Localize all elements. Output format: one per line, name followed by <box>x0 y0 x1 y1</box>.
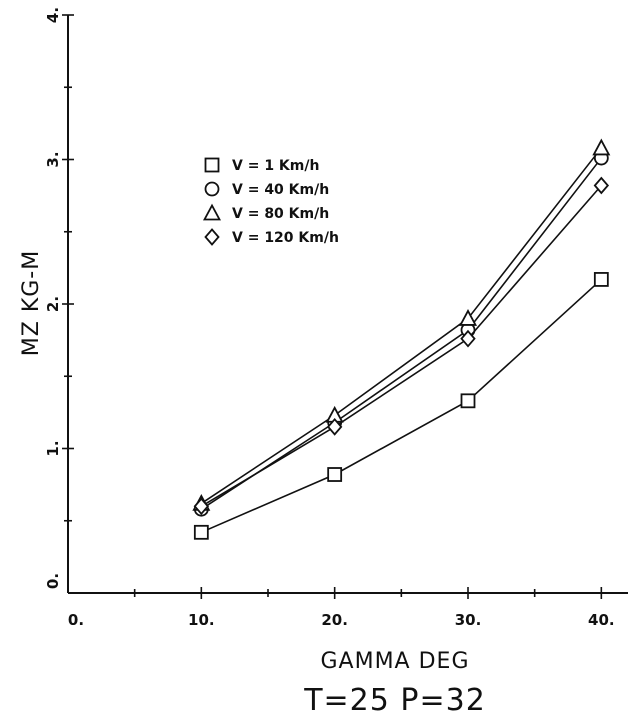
legend-diamond-marker <box>204 228 220 246</box>
chart-series <box>192 138 611 540</box>
legend-circle-marker <box>204 181 220 197</box>
legend-entry: V = 80 Km/h <box>202 203 329 222</box>
y-tick-label: 4. <box>44 7 62 23</box>
legend-label: V = 80 Km/h <box>232 206 329 222</box>
legend-label: V = 120 Km/h <box>232 230 339 246</box>
x-tick-label: 20. <box>321 611 348 629</box>
legend-entry: V = 1 Km/h <box>204 157 319 174</box>
y-tick-label: 0. <box>44 573 62 589</box>
y-axis-title: MZ KG-M <box>19 250 44 356</box>
x-axis-title: GAMMA DEG <box>321 649 470 674</box>
square-point <box>460 393 476 409</box>
chart-axes <box>67 15 628 594</box>
triangle-point <box>458 309 478 326</box>
diamond-point <box>593 176 610 195</box>
y-tick-label: 2. <box>44 296 62 312</box>
series-diamond <box>193 176 610 516</box>
x-tick-label: 0. <box>68 611 84 629</box>
diamond-point <box>460 329 476 348</box>
chart-legend: V = 1 Km/h V = 40 Km/h V = 80 Km/h V = 120 … <box>202 157 339 246</box>
triangle-point <box>592 138 611 156</box>
legend-triangle-marker <box>202 203 222 221</box>
square-point <box>593 272 609 287</box>
series-line <box>201 278 602 534</box>
x-tick-label: 30. <box>455 611 482 629</box>
chart-caption: T=25 P=32 <box>303 683 486 718</box>
series-line <box>200 147 602 505</box>
legend-label: V = 1 Km/h <box>232 158 319 174</box>
diamond-point <box>193 497 210 516</box>
legend-entry: V = 120 Km/h <box>204 228 339 246</box>
x-tick-label: 10. <box>188 611 215 629</box>
series-line <box>200 184 602 507</box>
x-tick-label: 40. <box>588 611 615 629</box>
y-tick-label: 1. <box>44 440 62 456</box>
chart-ticks: 0. 10. 20. 30. 40. 0. 1. 2. 3. 4. <box>44 7 615 629</box>
legend-square-marker <box>204 157 220 173</box>
square-point <box>193 524 209 540</box>
legend-label: V = 40 Km/h <box>232 182 329 198</box>
legend-entry: V = 40 Km/h <box>204 181 329 198</box>
square-point <box>327 467 343 482</box>
diamond-point <box>326 417 343 436</box>
y-tick-label: 3. <box>44 151 62 167</box>
series-square <box>193 272 609 540</box>
